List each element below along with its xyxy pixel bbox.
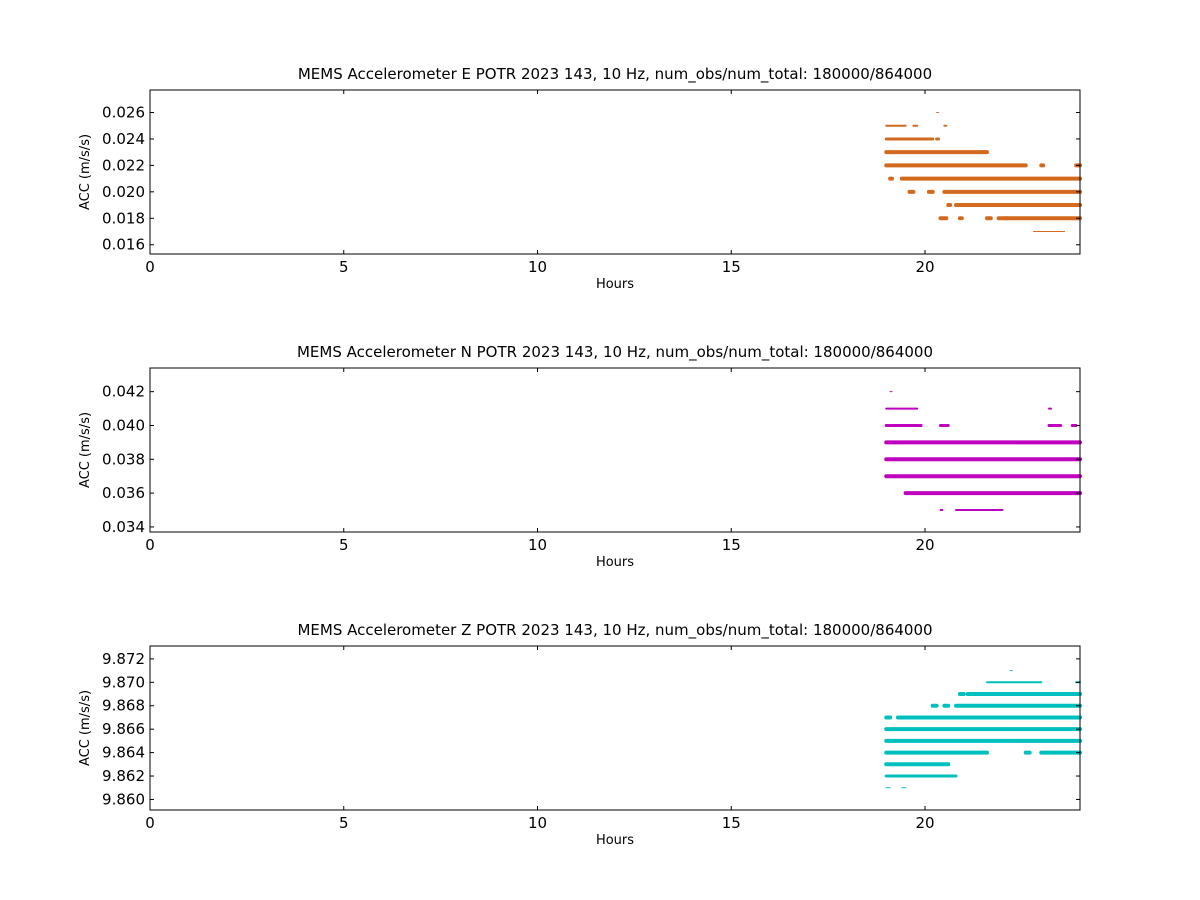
y-tick-label: 9.862 [102,767,145,785]
y-tick-label: 0.016 [102,236,145,254]
x-axis-label: Hours [596,555,634,570]
x-tick-label: 10 [528,258,547,276]
y-tick-label: 0.018 [102,209,145,227]
x-tick-label: 5 [339,258,349,276]
plot-area [884,391,1082,512]
axes-frame [149,645,1081,811]
plot-area [884,670,1082,789]
y-tick-label: 0.024 [102,130,145,148]
y-tick-label: 9.866 [102,720,145,738]
x-tick-label: 15 [722,536,741,554]
y-tick-label: 0.020 [102,183,145,201]
x-tick-label: 0 [145,536,155,554]
y-tick-label: 0.022 [102,156,145,174]
x-tick-label: 15 [722,814,741,832]
x-tick-label: 0 [145,814,155,832]
chart-panel-e: MEMS Accelerometer E POTR 2023 143, 10 H… [78,65,1082,292]
x-tick-label: 20 [915,536,934,554]
y-axis-label: ACC (m/s/s) [78,412,93,488]
chart-title: MEMS Accelerometer N POTR 2023 143, 10 H… [297,343,933,362]
y-tick-label: 9.860 [102,790,145,808]
x-axis-label: Hours [596,833,634,848]
x-axis-label: Hours [596,277,634,292]
y-tick-label: 0.034 [102,518,145,536]
y-tick-label: 0.026 [102,103,145,121]
y-tick-label: 0.040 [102,416,145,434]
axes-frame [149,367,1081,533]
y-tick-label: 0.042 [102,383,145,401]
x-tick-label: 5 [339,814,349,832]
y-axis-label: ACC (m/s/s) [78,690,93,766]
y-tick-label: 0.038 [102,450,145,468]
x-tick-label: 5 [339,536,349,554]
chart-panel-z: MEMS Accelerometer Z POTR 2023 143, 10 H… [78,621,1082,848]
y-tick-label: 0.036 [102,484,145,502]
x-tick-label: 10 [528,536,547,554]
x-tick-label: 20 [915,814,934,832]
y-axis-label: ACC (m/s/s) [78,134,93,210]
chart-title: MEMS Accelerometer Z POTR 2023 143, 10 H… [297,621,932,640]
x-tick-label: 15 [722,258,741,276]
axes-frame [149,89,1081,255]
plot-area [884,111,1082,233]
chart-title: MEMS Accelerometer E POTR 2023 143, 10 H… [298,65,932,84]
x-tick-label: 20 [915,258,934,276]
y-tick-label: 9.864 [102,744,145,762]
x-tick-label: 10 [528,814,547,832]
y-tick-label: 9.868 [102,697,145,715]
y-tick-label: 9.872 [102,650,145,668]
x-tick-label: 0 [145,258,155,276]
y-tick-label: 9.870 [102,673,145,691]
chart-panel-n: MEMS Accelerometer N POTR 2023 143, 10 H… [78,343,1082,570]
